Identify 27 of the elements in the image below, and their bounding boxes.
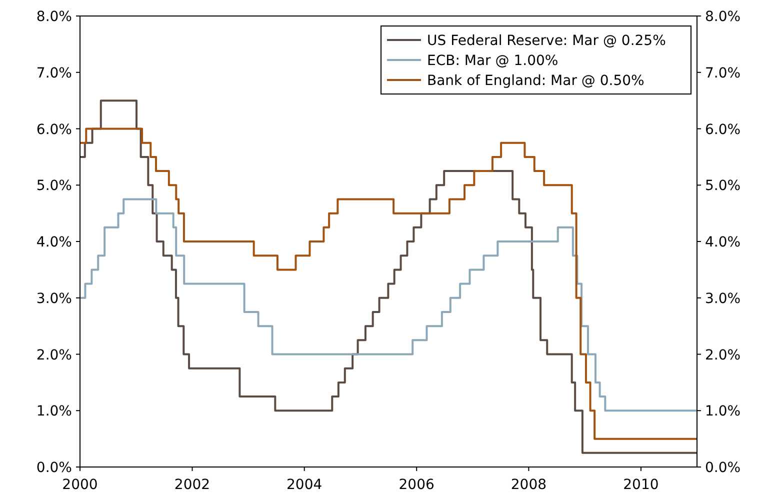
y-tick-label: 1.0% (36, 404, 72, 420)
y-tick-label: 2.0% (36, 347, 72, 364)
x-tick-label: 2006 (398, 477, 435, 493)
y2-tick-label: 6.0% (705, 122, 741, 138)
y2-tick-label: 4.0% (705, 234, 741, 250)
y-tick-label: 3.0% (36, 290, 72, 307)
y2-tick-label: 2.0% (705, 347, 741, 364)
x-tick-label: 2004 (286, 477, 322, 493)
y2-tick-label: 3.0% (705, 290, 741, 307)
y2-tick-label: 1.0% (705, 404, 741, 420)
y2-tick-label: 0.0% (705, 460, 741, 476)
y-tick-label: 7.0% (36, 65, 72, 82)
y-tick-label: 5.0% (36, 178, 72, 194)
y-tick-label: 0.0% (36, 460, 72, 476)
y2-tick-label: 5.0% (705, 178, 741, 194)
y2-tick-label: 7.0% (705, 65, 741, 82)
legend-label: Bank of England: Mar @ 0.50% (427, 73, 644, 89)
x-tick-label: 2008 (510, 477, 547, 493)
y-tick-label: 6.0% (36, 122, 72, 138)
legend-label: US Federal Reserve: Mar @ 0.25% (427, 33, 666, 49)
y-tick-label: 4.0% (36, 234, 72, 250)
y-tick-label: 8.0% (36, 9, 72, 25)
legend-label: ECB: Mar @ 1.00% (427, 53, 558, 69)
y2-tick-label: 8.0% (705, 9, 741, 25)
x-tick-label: 2000 (62, 477, 98, 493)
x-tick-label: 2002 (174, 477, 210, 493)
x-tick-label: 2010 (623, 477, 659, 493)
